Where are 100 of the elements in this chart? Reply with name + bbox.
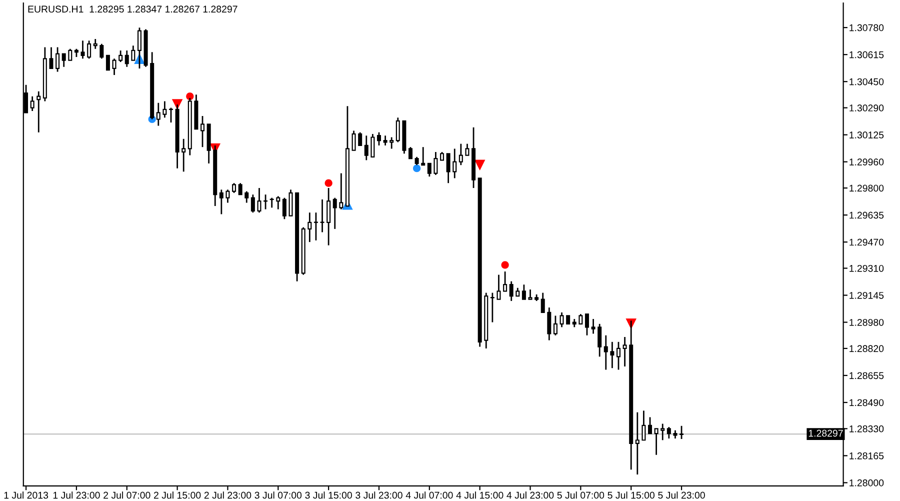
y-tick-label: 1.28165 [850, 452, 884, 460]
candlestick [383, 134, 388, 146]
x-tick-label: 1 Jul 23:00 [53, 492, 100, 499]
candlestick [458, 143, 463, 166]
y-tick-label: 1.28000 [850, 479, 884, 486]
candlestick [326, 187, 331, 246]
candlestick [62, 53, 66, 68]
y-tick-label: 1.28820 [850, 345, 884, 352]
candlestick [106, 54, 110, 71]
candlestick [200, 115, 205, 148]
candlestick [528, 288, 532, 300]
point [413, 164, 421, 172]
point [186, 92, 194, 100]
x-tick-label: 2 Jul 23:00 [204, 492, 252, 499]
y-tick-label: 1.28490 [850, 399, 884, 406]
x-tick-label: 5 Jul 07:00 [557, 492, 604, 499]
candlestick [434, 151, 438, 176]
candlestick [332, 197, 337, 230]
candlestick [100, 43, 104, 60]
x-tick-label: 4 Jul 07:00 [406, 492, 453, 499]
candlestick [182, 138, 186, 172]
candlestick [490, 292, 494, 323]
candlestick [112, 58, 116, 76]
candlestick [68, 48, 72, 61]
candlestick [352, 130, 356, 152]
candlestick [244, 190, 249, 204]
candlestick [642, 410, 646, 441]
candlestick [124, 50, 129, 68]
candlestick [339, 172, 344, 210]
x-tick-label: 5 Jul 15:00 [608, 492, 655, 499]
candlestick [56, 46, 60, 72]
candlestick [635, 412, 640, 476]
point [501, 261, 509, 269]
candlestick [446, 152, 450, 184]
candlestick [648, 416, 652, 434]
point [474, 160, 486, 170]
candlestick [465, 143, 470, 156]
candlestick [270, 197, 274, 208]
x-tick-label: 5 Jul 23:00 [658, 492, 705, 499]
y-tick-label: 1.28655 [850, 372, 884, 380]
candlestick [219, 188, 224, 215]
candlestick [452, 148, 457, 179]
candlestick [137, 26, 142, 70]
candlestick [522, 284, 526, 300]
x-tick-label: 1 Jul 2013 [4, 492, 48, 499]
y-tick-label: 1.29800 [850, 184, 884, 192]
candlestick [584, 313, 589, 336]
x-tick-label: 2 Jul 15:00 [154, 492, 201, 499]
candlestick [622, 336, 627, 368]
y-tick-label: 1.29310 [850, 264, 884, 272]
candlestick [226, 188, 230, 204]
y-tick-label: 1.30615 [850, 51, 884, 58]
candlestick [36, 90, 41, 134]
candlestick [308, 212, 312, 243]
candlestick [396, 116, 400, 143]
candlestick [680, 425, 684, 440]
candlestick [168, 107, 173, 124]
candlestick [496, 274, 501, 300]
candlestick [232, 182, 236, 194]
candlestick [654, 428, 658, 456]
chart-title: EURUSD.H1 1.28295 1.28347 1.28267 1.28297 [28, 6, 238, 13]
candlestick [509, 280, 514, 302]
y-tick-label: 1.29960 [850, 158, 884, 166]
y-tick-label: 1.28330 [850, 425, 884, 432]
x-tick-label: 4 Jul 23:00 [506, 492, 554, 499]
candlestick [408, 146, 413, 160]
candlestick [238, 182, 242, 196]
y-tick-label: 1.29145 [850, 292, 884, 299]
y-tick-label: 1.30450 [850, 78, 884, 86]
candlestick [288, 188, 293, 217]
candlestick [264, 194, 268, 210]
x-tick-label: 3 Jul 07:00 [254, 492, 302, 499]
y-tick-label: 1.30125 [850, 132, 884, 138]
candlestick [540, 292, 545, 314]
candlestick [80, 40, 85, 60]
candlestick [30, 96, 34, 112]
candlestick [578, 313, 583, 325]
candlestick [427, 162, 432, 178]
candlestick [604, 334, 608, 370]
candlestick [250, 194, 255, 214]
candlestick [660, 423, 665, 441]
candlestick [118, 50, 123, 63]
candlestick [591, 318, 596, 334]
candlestick [314, 212, 318, 242]
candlestick [131, 44, 136, 61]
candlestick [364, 134, 368, 161]
candlestick [156, 102, 160, 126]
y-tick-label: 1.30290 [850, 104, 884, 112]
candlestick [257, 187, 262, 214]
y-tick-label: 1.28980 [850, 318, 884, 326]
candlestick [87, 40, 92, 60]
candlestick [49, 46, 54, 70]
candlestick [598, 323, 602, 358]
candlestick [282, 197, 286, 220]
candlestick [421, 146, 426, 166]
candlestick [390, 136, 394, 150]
candlestick [162, 100, 167, 118]
x-tick-label: 3 Jul 15:00 [305, 492, 352, 499]
x-tick-label: 2 Jul 07:00 [104, 492, 150, 499]
candlestick [666, 426, 671, 440]
